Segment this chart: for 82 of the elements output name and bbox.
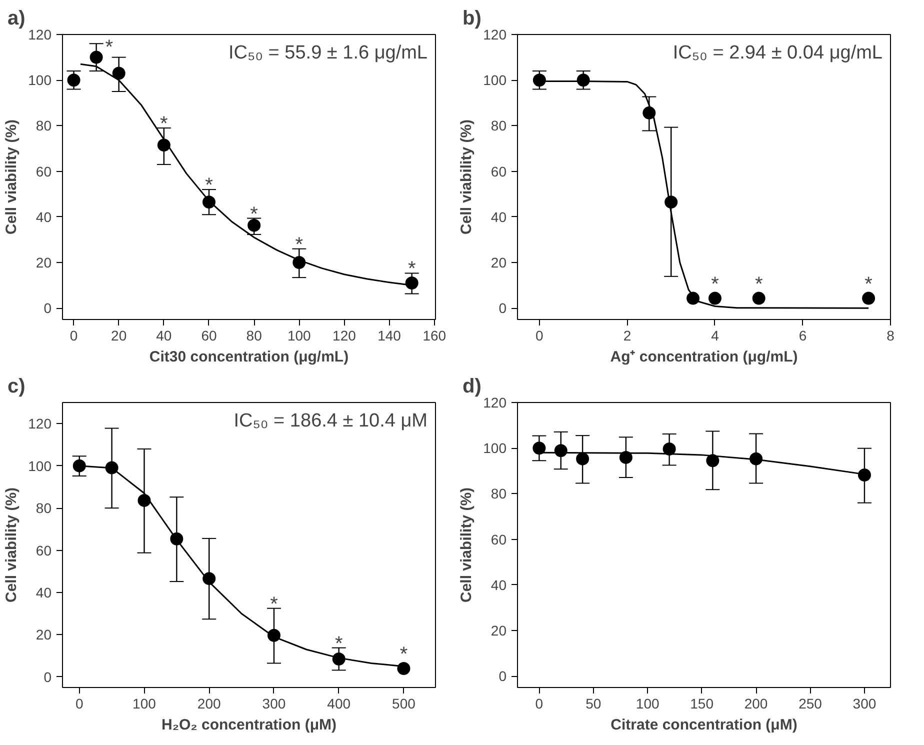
x-tick-label: 0: [535, 696, 544, 712]
annotation: IC₅₀ = 55.9 ± 1.6 μg/mL: [228, 42, 428, 64]
y-tick-label: 120: [483, 26, 507, 42]
data-label: *: [105, 36, 114, 59]
data-label: *: [205, 174, 214, 197]
chart-title: a): [8, 8, 26, 30]
data-label: *: [864, 273, 873, 296]
x-tick-label: 150: [690, 696, 714, 712]
x-tick-label: 20: [111, 328, 127, 344]
y-tick-label: 120: [483, 394, 507, 410]
y-axis-title: Cell viability (%): [3, 119, 20, 235]
y-tick-label: 20: [36, 254, 52, 270]
y-tick-label: 20: [490, 254, 507, 270]
x-tick-label: 100: [287, 328, 312, 344]
x-tick-label: 2: [623, 328, 632, 344]
chart-title: d): [462, 376, 482, 398]
y-tick-label: 40: [36, 584, 52, 600]
y-axis-title: Cell viability (%): [458, 119, 476, 235]
x-tick-label: 300: [852, 696, 876, 712]
x-tick-label: 4: [711, 328, 720, 344]
data-label: *: [400, 644, 408, 666]
y-tick-label: 0: [498, 668, 507, 684]
x-axis-title: H₂O₂ concentration (μM): [162, 716, 337, 734]
y-tick-label: 0: [44, 668, 52, 685]
y-tick-label: 120: [28, 416, 52, 432]
x-tick-label: 400: [327, 696, 351, 712]
y-tick-label: 60: [490, 531, 507, 548]
annotation: IC₅₀ = 2.94 ± 0.04 μg/mL: [672, 42, 883, 64]
data-label: *: [334, 632, 343, 655]
data-label: *: [295, 234, 304, 256]
y-tick-label: 80: [36, 500, 52, 516]
y-axis-title: Cell viability (%): [3, 487, 20, 603]
data-label: *: [754, 273, 763, 296]
chart-title: b): [462, 8, 482, 30]
y-tick-label: 40: [490, 576, 507, 593]
chart-title: c): [8, 376, 26, 398]
x-tick-label: 140: [378, 328, 402, 344]
y-tick-label: 80: [490, 118, 507, 134]
y-tick-label: 20: [490, 622, 507, 638]
y-tick-label: 100: [28, 458, 52, 474]
x-tick-label: 60: [201, 328, 217, 344]
y-tick-label: 80: [36, 118, 52, 134]
x-tick-label: 0: [70, 328, 78, 344]
x-axis-title: Ag⁺ concentration (μg/mL): [610, 348, 798, 366]
x-tick-label: 120: [332, 328, 356, 344]
y-tick-label: 120: [28, 26, 52, 42]
x-tick-label: 6: [798, 328, 807, 344]
x-tick-label: 40: [156, 328, 172, 344]
data-label: *: [270, 593, 278, 616]
y-tick-label: 80: [490, 486, 507, 502]
x-tick-label: 160: [422, 328, 446, 344]
x-tick-label: 50: [586, 696, 602, 712]
x-tick-label: 0: [75, 696, 84, 712]
y-tick-label: 0: [44, 300, 52, 316]
x-tick-label: 250: [798, 696, 822, 712]
data-label: *: [250, 203, 258, 226]
data-label: *: [711, 273, 720, 296]
y-tick-label: 60: [36, 542, 52, 558]
x-tick-label: 80: [246, 328, 262, 344]
y-tick-label: 40: [490, 208, 507, 225]
x-axis-title: Citrate concentration (μM): [610, 716, 798, 734]
x-axis-title: Cit30 concentration (μg/mL): [149, 348, 349, 366]
data-label: *: [160, 112, 168, 135]
x-tick-label: 0: [536, 328, 544, 344]
y-axis-title: Cell viability (%): [458, 487, 476, 603]
x-tick-label: 200: [744, 696, 768, 712]
data-label: *: [408, 258, 416, 280]
y-tick-label: 60: [490, 163, 507, 180]
y-tick-label: 20: [36, 626, 52, 643]
y-tick-label: 100: [483, 440, 507, 456]
x-tick-label: 100: [636, 696, 660, 712]
x-tick-label: 8: [886, 328, 895, 344]
x-tick-label: 200: [197, 696, 221, 712]
y-tick-label: 0: [498, 300, 507, 316]
y-tick-label: 100: [483, 72, 507, 88]
y-tick-label: 40: [36, 208, 52, 225]
x-tick-label: 500: [392, 696, 416, 712]
x-tick-label: 100: [132, 696, 156, 712]
y-tick-label: 100: [28, 72, 52, 88]
y-tick-label: 60: [36, 163, 52, 180]
x-tick-label: 300: [262, 696, 286, 712]
annotation: IC₅₀ = 186.4 ± 10.4 μM: [234, 410, 428, 432]
